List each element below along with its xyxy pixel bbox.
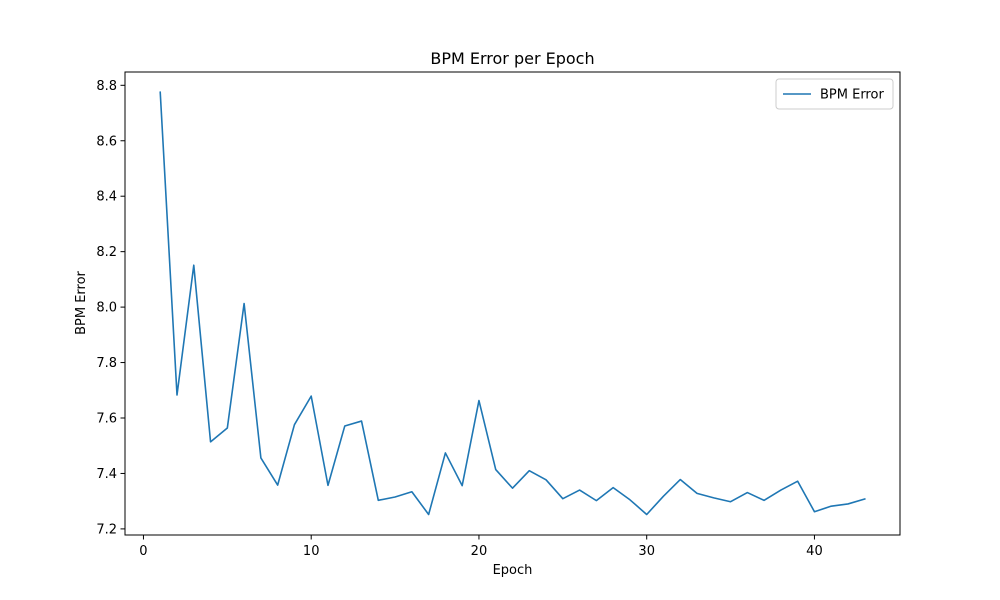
- y-tick-label: 8.4: [96, 190, 117, 205]
- y-axis: 7.2 7.4 7.6 7.8 8.0 8.2 8.4 8.6 8.8: [96, 79, 125, 537]
- x-axis-label: Epoch: [493, 563, 533, 578]
- legend-label: BPM Error: [820, 88, 884, 103]
- y-tick-label: 7.2: [96, 522, 117, 537]
- chart-title: BPM Error per Epoch: [430, 49, 594, 68]
- legend: BPM Error: [775, 78, 894, 110]
- y-tick-label: 7.6: [96, 412, 117, 427]
- y-tick-label: 8.0: [96, 301, 117, 316]
- x-tick-label: 30: [638, 544, 655, 559]
- x-tick-label: 0: [139, 544, 147, 559]
- y-tick-label: 7.4: [96, 467, 117, 482]
- y-tick-label: 8.6: [96, 134, 117, 149]
- series-line: [159, 91, 866, 516]
- plot-frame: [124, 71, 901, 536]
- plot-area: [124, 71, 901, 536]
- y-axis-label: BPM Error: [74, 270, 89, 334]
- y-tick-label: 8.2: [96, 245, 117, 260]
- legend-box: [775, 78, 894, 110]
- x-tick-label: 40: [806, 544, 823, 559]
- y-tick-label: 8.8: [96, 79, 117, 94]
- x-tick-label: 10: [303, 544, 320, 559]
- x-tick-label: 20: [471, 544, 488, 559]
- x-axis: 0 10 20 30 40: [139, 535, 823, 559]
- y-tick-label: 7.8: [96, 356, 117, 371]
